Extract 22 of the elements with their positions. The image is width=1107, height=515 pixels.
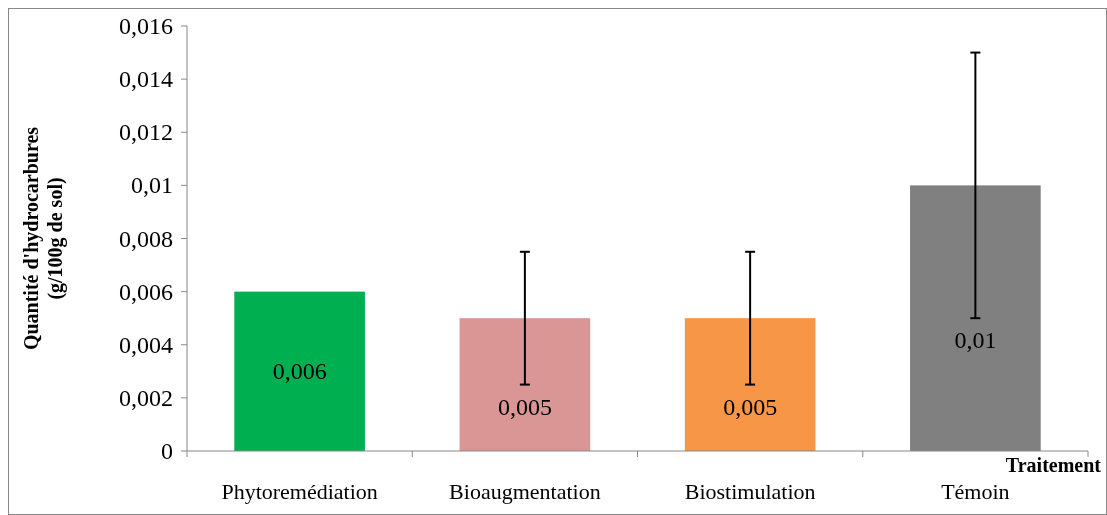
y-tick-label: 0,01 (131, 172, 173, 199)
y-tick-label: 0,002 (119, 384, 173, 411)
y-tick-label: 0,012 (119, 119, 173, 146)
bar (684, 318, 816, 451)
bar (234, 291, 365, 451)
data-label: 0,006 (272, 358, 327, 385)
x-axis-title: Traitement (1005, 454, 1102, 476)
y-tick-label: 0 (161, 438, 173, 464)
y-axis-title: Quantité d'hydrocarbures (g/100g de sol) (20, 126, 67, 351)
data-label: 0,005 (497, 393, 552, 420)
y-tick-label: 0,014 (119, 66, 173, 93)
bar (459, 318, 591, 451)
data-label: 0,01 (954, 327, 997, 354)
x-tick-label: Bioaugmentation (449, 479, 601, 504)
y-tick-label: 0,006 (119, 278, 173, 305)
y-tick-label: 0,004 (119, 331, 173, 358)
y-tick-label: 0,008 (119, 225, 173, 252)
x-tick-label: Témoin (941, 479, 1010, 504)
y-tick-label: 0,016 (119, 13, 173, 39)
x-tick-label: Phytoremédiation (221, 479, 378, 504)
x-tick-label: Biostimulation (684, 479, 816, 504)
data-label: 0,005 (723, 393, 778, 420)
